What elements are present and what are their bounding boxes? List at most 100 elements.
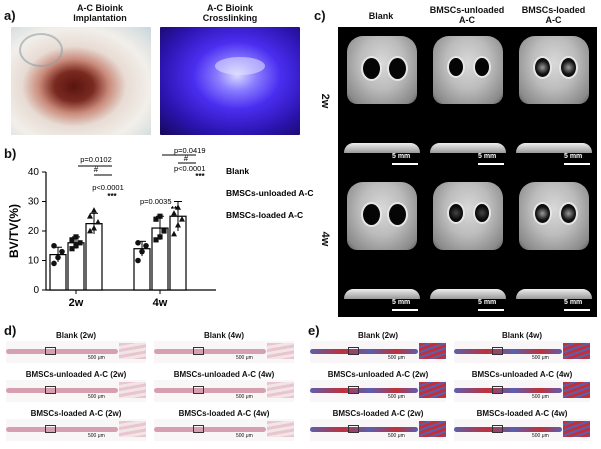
roi-box <box>348 386 360 394</box>
histology-image: 500 μm <box>310 419 446 441</box>
data-point <box>153 216 159 222</box>
data-point <box>171 230 177 237</box>
ct-defect-hole <box>533 56 552 79</box>
crosslinking-photo <box>160 27 300 135</box>
roi-box <box>45 386 57 394</box>
ct-bone-section <box>430 143 506 153</box>
scale-bar-label: 5 mm <box>392 299 411 306</box>
tissue-section <box>154 388 266 393</box>
scale-bar <box>478 309 504 311</box>
x-tick-label: 2w <box>69 297 84 309</box>
ct-defect-hole <box>559 56 578 79</box>
y-tick-label: 30 <box>28 197 40 208</box>
data-point <box>69 237 75 243</box>
data-point <box>95 218 101 225</box>
roi-box <box>193 386 205 394</box>
annotation: p=0.0419 <box>174 146 206 155</box>
ct-defect-hole <box>447 202 465 224</box>
histology-image: 500 μm <box>154 419 294 441</box>
legend-entry: BMSCs-unloaded A-C <box>226 188 314 198</box>
scale-bar-label: 500 μm <box>236 355 253 361</box>
ct-column-labels: Blank BMSCs-unloaded A-C BMSCs-loaded A-… <box>338 5 597 28</box>
data-point <box>87 213 93 219</box>
histology-title: BMSCs-unloaded A-C (4w) <box>471 370 573 379</box>
scale-bar-label: 5 mm <box>564 299 583 306</box>
data-point <box>171 210 177 216</box>
roi-box <box>348 425 360 433</box>
ct-section-image: 5 mm <box>512 279 596 315</box>
data-point <box>143 242 149 249</box>
ct-col-unloaded: BMSCs-unloaded A-C <box>424 5 510 25</box>
scale-bar-label: 5 mm <box>478 299 497 306</box>
data-point <box>77 240 83 246</box>
annotation: # <box>184 154 189 163</box>
tissue-section <box>6 349 118 354</box>
roi-box <box>193 347 205 355</box>
scale-bar <box>392 309 418 311</box>
panel-label-e: e) <box>308 323 320 338</box>
panel-label-b: b) <box>4 146 17 161</box>
histology-title: BMSCs-loaded A-C (2w) <box>30 409 122 418</box>
zoom-inset <box>267 421 294 437</box>
tissue-section <box>6 427 118 432</box>
histology-image: 500 μm <box>6 380 146 402</box>
histology-title: BMSCs-unloaded A-C (2w) <box>25 370 127 379</box>
scale-bar-label: 5 mm <box>564 153 583 160</box>
roi-box <box>45 347 57 355</box>
histology-image: 500 μm <box>310 341 446 363</box>
x-tick-label: 4w <box>153 297 168 309</box>
ct-skull <box>433 182 503 250</box>
histology-image: 500 μm <box>154 341 294 363</box>
roi-box <box>193 425 205 433</box>
tissue-section <box>310 349 418 354</box>
zoom-inset <box>119 343 146 359</box>
ct-row-label-4w: 4w <box>319 231 331 247</box>
ct-section-image: 5 mm <box>426 133 510 169</box>
data-point <box>153 237 159 243</box>
data-point <box>157 213 163 219</box>
data-point <box>135 257 141 264</box>
zoom-inset <box>119 382 146 398</box>
panel-label-c: c) <box>314 8 326 23</box>
data-point <box>179 216 185 222</box>
y-tick-label: 0 <box>33 285 39 296</box>
histology-title: BMSCs-loaded A-C (4w) <box>476 409 568 418</box>
data-point <box>87 227 93 234</box>
tissue-section <box>454 388 562 393</box>
tissue-section <box>310 427 418 432</box>
histology-image: 500 μm <box>454 419 590 441</box>
ct-defect-hole <box>533 202 552 225</box>
ct-bone-section <box>430 289 506 299</box>
zoom-inset <box>563 382 590 398</box>
roi-box <box>492 347 504 355</box>
scale-bar-label: 500 μm <box>388 355 405 361</box>
scale-bar <box>392 163 418 165</box>
roi-box <box>45 425 57 433</box>
scale-bar-label: 500 μm <box>532 394 549 400</box>
ct-skull-image <box>340 30 424 130</box>
panel-label-a: a) <box>4 8 16 23</box>
data-point <box>135 240 141 246</box>
ct-col-unloaded-line1: BMSCs-unloaded <box>429 5 505 15</box>
scale-bar <box>564 163 590 165</box>
zoom-inset <box>119 421 146 437</box>
tissue-section <box>154 427 266 432</box>
ct-defect-hole <box>361 56 382 81</box>
y-tick-label: 20 <box>28 226 40 237</box>
caption-implantation: A-C Bioink Implantation <box>50 3 150 23</box>
scale-bar-label: 500 μm <box>388 394 405 400</box>
ct-section-image: 5 mm <box>340 133 424 169</box>
ct-defect-hole <box>473 56 491 78</box>
data-point <box>91 224 97 231</box>
annotation: p<0.0001 <box>92 183 124 192</box>
ct-skull-image <box>512 30 596 130</box>
roi-box <box>348 347 360 355</box>
zoom-inset <box>267 343 294 359</box>
ct-defect-hole <box>361 202 382 227</box>
y-tick-label: 10 <box>28 256 40 267</box>
data-point <box>139 248 145 255</box>
zoom-inset <box>419 421 446 437</box>
zoom-inset <box>563 421 590 437</box>
panel-label-d: d) <box>4 323 17 338</box>
ct-col-loaded-line2: A-C <box>545 15 562 25</box>
